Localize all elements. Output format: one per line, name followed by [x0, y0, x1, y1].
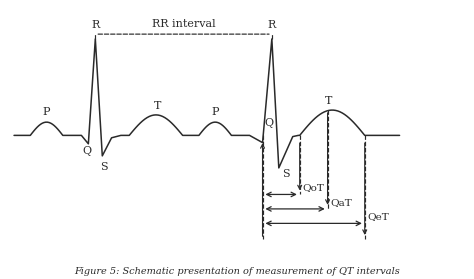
- Text: QeT: QeT: [367, 212, 389, 222]
- Text: Figure 5: Schematic presentation of measurement of QT intervals: Figure 5: Schematic presentation of meas…: [74, 267, 400, 276]
- Text: Q: Q: [83, 146, 92, 156]
- Text: R: R: [268, 20, 276, 30]
- Text: S: S: [282, 169, 290, 179]
- Text: T: T: [325, 97, 333, 107]
- Text: RR interval: RR interval: [152, 19, 215, 29]
- Text: P: P: [211, 107, 219, 117]
- Text: QoT: QoT: [302, 184, 324, 193]
- Text: R: R: [91, 20, 100, 30]
- Text: Q: Q: [265, 118, 274, 128]
- Text: QaT: QaT: [330, 198, 352, 207]
- Text: P: P: [43, 107, 50, 117]
- Text: T: T: [154, 101, 161, 111]
- Text: S: S: [100, 162, 108, 172]
